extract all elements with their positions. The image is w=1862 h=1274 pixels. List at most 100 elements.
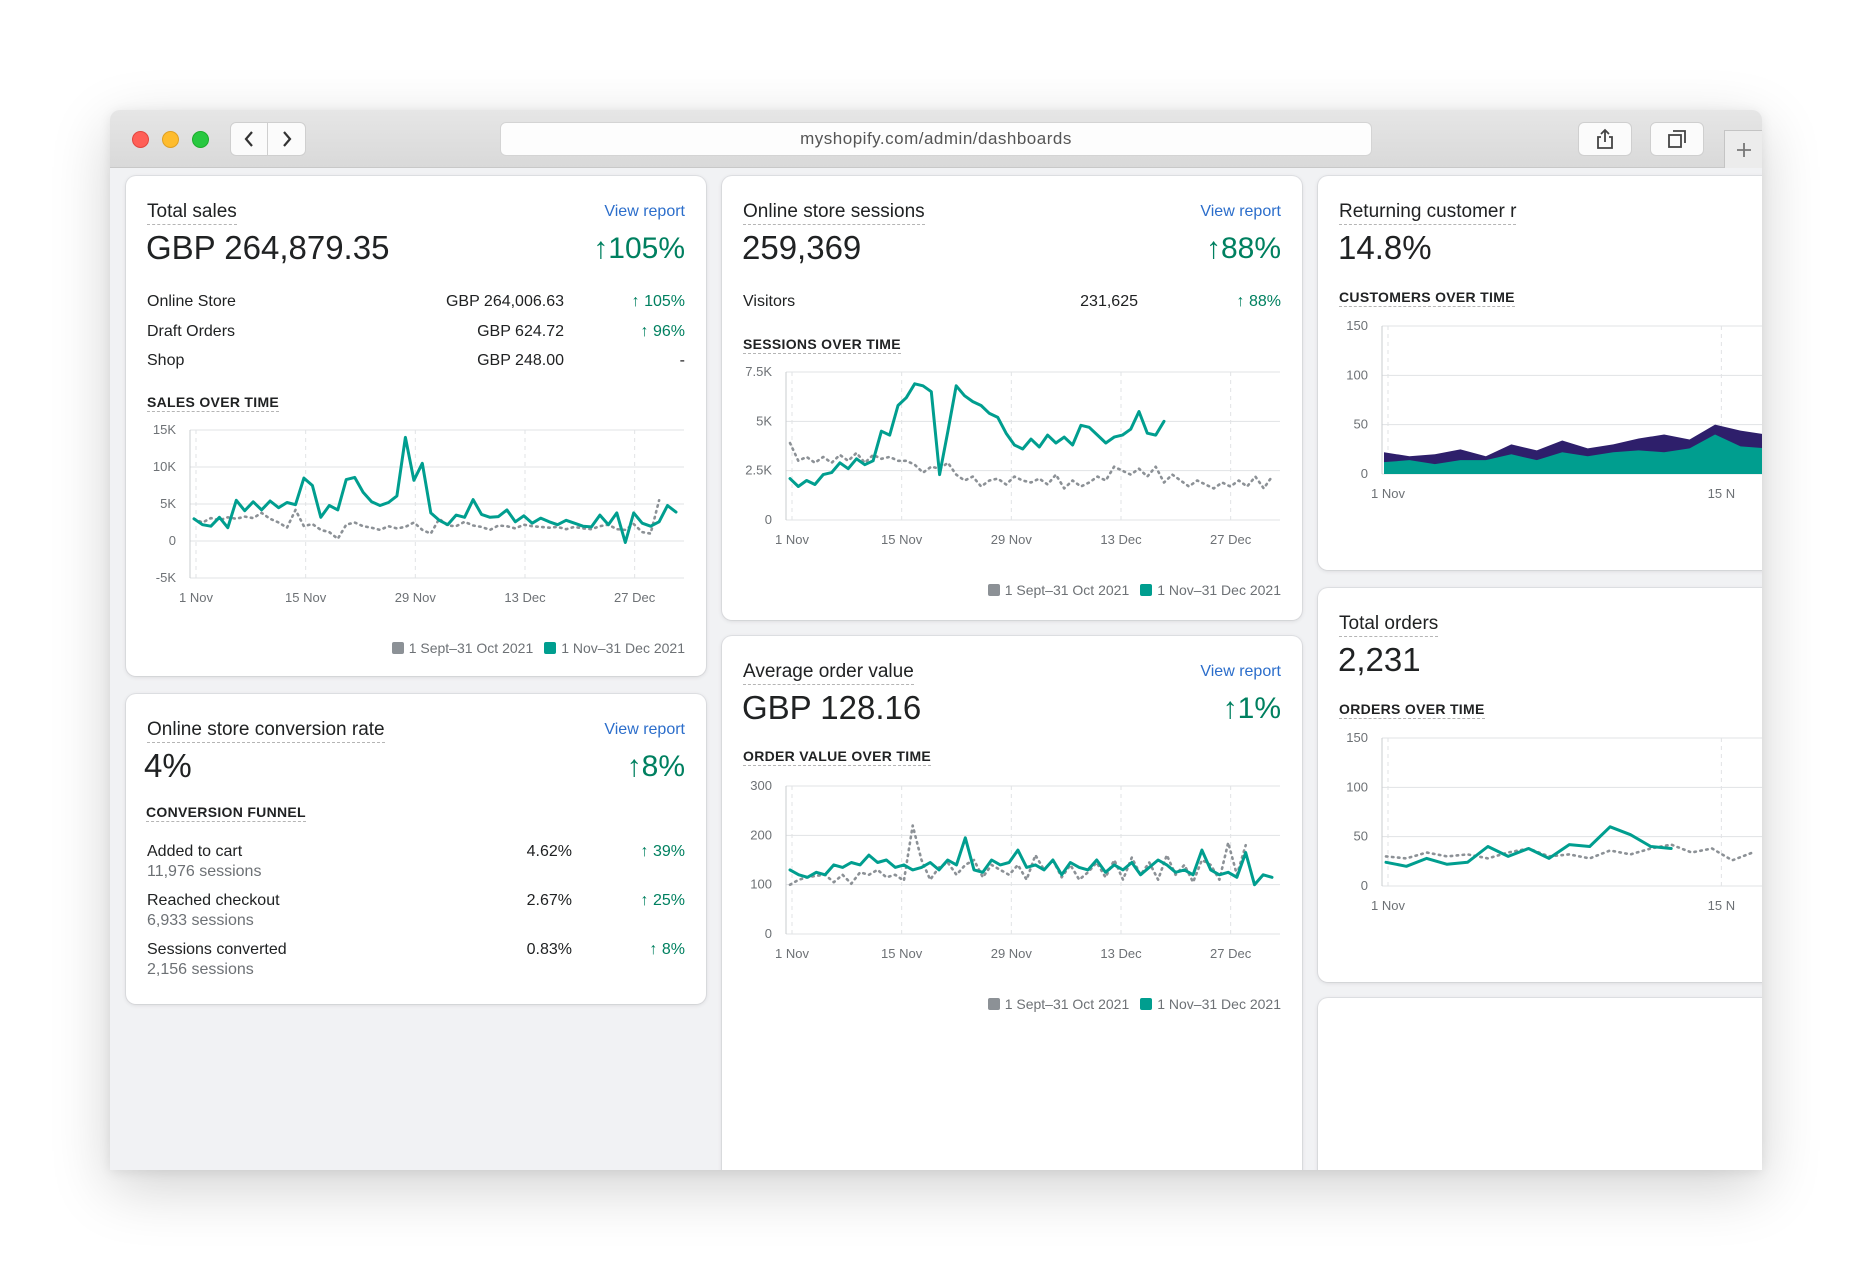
conversion-rate-card: Online store conversion rate View report… <box>126 694 706 1004</box>
sessions-value: 259,369 <box>742 229 862 266</box>
x-tick-label: 29 Nov <box>395 590 437 605</box>
sales-row-shop-value: GBP 248.00 <box>477 352 564 369</box>
orders-title[interactable]: Total orders <box>1339 613 1439 637</box>
funnel-reached-checkout-sessions: 6,933 sessions <box>147 912 254 929</box>
total-sales-title[interactable]: Total sales <box>147 201 237 225</box>
plus-icon <box>1736 142 1751 157</box>
aov-value: GBP 128.16 <box>742 689 922 726</box>
x-tick-label: 13 Dec <box>504 590 546 605</box>
tabs-icon <box>1668 130 1686 148</box>
y-tick-label: 0 <box>1361 466 1368 481</box>
total-sales-view-report-link[interactable]: View report <box>604 203 685 220</box>
y-tick-label: 5K <box>756 413 772 428</box>
y-tick-label: 0 <box>765 512 772 527</box>
legend-previous-label: 1 Sept–31 Oct 2021 <box>1004 996 1130 1012</box>
orders-value: 2,231 <box>1338 641 1421 678</box>
y-tick-label: 7.5K <box>745 364 772 379</box>
sessions-over-time-chart: 7.5K 5K 2.5K 01 Nov 15 Nov 29 Nov 13 Dec 27 Dec <box>745 364 1280 547</box>
sessions-change: ↑88% <box>1205 232 1281 265</box>
funnel-added-to-cart-sessions: 11,976 sessions <box>147 863 262 880</box>
aov-change: ↑1% <box>1222 692 1281 725</box>
conversion-title[interactable]: Online store conversion rate <box>147 719 385 743</box>
x-tick-label: 13 Dec <box>1100 532 1142 547</box>
order-value-over-time-chart: 300 200 100 01 Nov 15 Nov 29 Nov 13 Dec 27 Dec <box>750 778 1280 961</box>
x-tick-label: 15 Nov <box>881 946 923 961</box>
aov-view-report-link[interactable]: View report <box>1200 663 1281 680</box>
legend-current-label: 1 Nov–31 Dec 2021 <box>1157 996 1281 1012</box>
chevron-right-icon <box>282 131 291 147</box>
sales-row-draft-orders-label: Draft Orders <box>147 323 236 340</box>
legend-swatch-current <box>1140 998 1153 1010</box>
dashboard-content: Total sales View report GBP 264,879.35 ↑… <box>110 168 1762 1170</box>
sessions-chart-legend: 1 Sept–31 Oct 2021 1 Nov–31 Dec 2021 <box>987 582 1281 598</box>
back-button[interactable] <box>230 122 268 156</box>
legend-swatch-previous <box>391 642 404 654</box>
forward-button[interactable] <box>268 122 306 156</box>
share-button[interactable] <box>1578 122 1632 156</box>
funnel-sessions-converted-change: ↑ 8% <box>649 941 685 958</box>
sales-row-shop-change: - <box>679 352 685 369</box>
y-tick-label: 150 <box>1346 730 1368 745</box>
x-tick-label: 15 N <box>1708 486 1735 501</box>
y-tick-label: 200 <box>750 827 772 842</box>
sales-row-online-store-change: ↑ 105% <box>631 293 685 310</box>
y-tick-label: -5K <box>156 570 177 585</box>
y-tick-label: 50 <box>1354 829 1368 844</box>
legend-current-label: 1 Nov–31 Dec 2021 <box>561 640 685 656</box>
funnel-sessions-converted-value: 0.83% <box>526 941 572 958</box>
series-line-current <box>192 435 678 544</box>
y-tick-label: 100 <box>1346 779 1368 794</box>
aov-title[interactable]: Average order value <box>743 661 914 685</box>
x-tick-label: 29 Nov <box>991 532 1033 547</box>
x-tick-label: 1 Nov <box>775 532 809 547</box>
funnel-sessions-converted-label: Sessions converted <box>147 941 287 958</box>
address-bar[interactable]: myshopify.com/admin/dashboards <box>500 122 1372 156</box>
x-tick-label: 15 Nov <box>881 532 923 547</box>
sessions-view-report-link[interactable]: View report <box>1200 203 1281 220</box>
y-tick-label: 300 <box>750 778 772 793</box>
x-tick-label: 1 Nov <box>1371 486 1405 501</box>
order-value-over-time-label: ORDER VALUE OVER TIME <box>743 748 932 766</box>
new-tab-button[interactable] <box>1724 130 1762 168</box>
x-tick-label: 15 N <box>1708 898 1735 913</box>
conversion-view-report-link[interactable]: View report <box>604 721 685 738</box>
conversion-change: ↑8% <box>626 750 685 783</box>
returning-customer-rate-card: Returning customer r 14.8% CUSTOMERS OVE… <box>1318 176 1762 570</box>
legend-swatch-current <box>1140 584 1153 596</box>
returning-value: 14.8% <box>1338 229 1432 266</box>
sales-row-draft-orders-value: GBP 624.72 <box>477 323 564 340</box>
close-window-button[interactable] <box>132 131 149 148</box>
sessions-title[interactable]: Online store sessions <box>743 201 925 225</box>
funnel-reached-checkout-label: Reached checkout <box>147 892 280 909</box>
sales-chart-legend: 1 Sept–31 Oct 2021 1 Nov–31 Dec 2021 <box>391 640 685 656</box>
legend-previous-label: 1 Sept–31 Oct 2021 <box>408 640 534 656</box>
legend-previous-label: 1 Sept–31 Oct 2021 <box>1004 582 1130 598</box>
legend-swatch-previous <box>987 998 1000 1010</box>
funnel-added-to-cart-label: Added to cart <box>147 843 243 860</box>
x-tick-label: 1 Nov <box>775 946 809 961</box>
minimize-window-button[interactable] <box>162 131 179 148</box>
series-line-current <box>1384 825 1673 868</box>
y-tick-label: 2.5K <box>745 463 772 478</box>
returning-title[interactable]: Returning customer r <box>1339 201 1517 225</box>
legend-current-label: 1 Nov–31 Dec 2021 <box>1157 582 1281 598</box>
series-line-previous <box>192 499 661 541</box>
browser-window: myshopify.com/admin/dashboards Total sal… <box>110 110 1762 1170</box>
conversion-funnel-label: CONVERSION FUNNEL <box>146 804 306 822</box>
series-line-current <box>788 382 1166 488</box>
y-tick-label: 10K <box>153 459 176 474</box>
sales-over-time-chart: 15K 10K 5K 0 -5K1 Nov 15 Nov 29 Nov 13 Dec 27 De… <box>153 422 684 605</box>
x-tick-label: 29 Nov <box>991 946 1033 961</box>
funnel-sessions-converted-sessions: 2,156 sessions <box>147 961 254 978</box>
y-tick-label: 50 <box>1354 417 1368 432</box>
x-tick-label: 15 Nov <box>285 590 327 605</box>
x-tick-label: 27 Dec <box>614 590 656 605</box>
area-series-returning <box>1384 434 1762 474</box>
maximize-window-button[interactable] <box>192 131 209 148</box>
x-tick-label: 1 Nov <box>1371 898 1405 913</box>
y-tick-label: 0 <box>1361 878 1368 893</box>
customers-over-time-chart: 150 100 50 01 Nov 15 N <box>1346 318 1762 501</box>
sessions-row-visitors-value: 231,625 <box>1080 293 1138 310</box>
tabs-overview-button[interactable] <box>1650 122 1704 156</box>
legend-swatch-previous <box>987 584 1000 596</box>
